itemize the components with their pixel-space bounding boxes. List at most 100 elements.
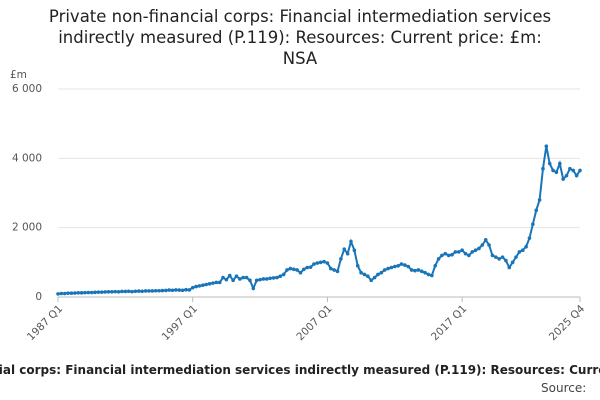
data-point — [204, 282, 208, 287]
data-point — [214, 280, 219, 285]
data-point — [187, 288, 192, 292]
data-point — [534, 208, 539, 213]
data-point — [170, 288, 175, 293]
data-point — [517, 250, 522, 254]
data-point — [473, 248, 478, 252]
data-point — [308, 265, 313, 269]
data-point — [463, 251, 468, 256]
data-point — [561, 177, 565, 181]
data-point — [103, 290, 107, 294]
data-point — [66, 291, 70, 295]
data-point — [291, 267, 296, 272]
data-point — [305, 265, 310, 270]
data-point — [328, 266, 333, 271]
data-point — [568, 166, 572, 171]
data-point — [514, 255, 518, 259]
y-unit: £m — [10, 69, 27, 81]
data-point — [541, 166, 545, 171]
data-point — [446, 253, 451, 258]
data-point — [106, 290, 111, 294]
data-point — [123, 289, 128, 294]
data-point — [571, 168, 576, 173]
data-point — [524, 244, 528, 249]
data-point — [477, 246, 481, 251]
data-point — [275, 275, 279, 280]
data-point — [113, 289, 118, 294]
data-point — [554, 170, 559, 174]
data-point — [564, 173, 569, 178]
data-point — [547, 161, 552, 166]
data-point — [386, 266, 390, 271]
data-point — [261, 277, 266, 281]
data-point — [359, 270, 363, 275]
y-tick-label: 2 000 — [12, 222, 42, 234]
data-point — [110, 290, 114, 294]
data-point — [160, 288, 165, 293]
data-point — [430, 273, 434, 278]
data-point — [83, 290, 87, 295]
chart-title: Private non-financial corps: Financial i… — [49, 7, 551, 26]
data-point — [174, 288, 178, 292]
data-point — [73, 291, 77, 295]
data-point — [180, 288, 185, 293]
data-point — [62, 291, 67, 296]
data-point — [217, 280, 222, 285]
data-point — [150, 289, 155, 293]
data-point — [89, 290, 94, 295]
data-point — [140, 289, 144, 294]
data-point — [413, 268, 417, 273]
data-point — [366, 274, 370, 279]
data-point — [130, 289, 134, 294]
data-point — [234, 274, 239, 279]
data-point — [487, 243, 491, 247]
data-point — [302, 267, 306, 272]
data-point — [426, 272, 431, 277]
data-point — [578, 168, 582, 173]
data-point — [409, 268, 414, 272]
data-point — [96, 290, 101, 294]
data-point — [470, 250, 475, 254]
x-tick-label: 2025 Q4 — [547, 303, 588, 344]
data-point — [362, 272, 367, 277]
data-point — [392, 264, 397, 269]
data-point — [298, 270, 303, 275]
data-point — [544, 144, 549, 148]
data-point — [396, 264, 400, 268]
data-point — [238, 277, 242, 281]
data-point — [137, 289, 141, 293]
data-point — [504, 258, 508, 263]
data-point — [312, 262, 316, 266]
data-point — [460, 248, 464, 252]
data-point — [278, 274, 283, 279]
data-point — [126, 289, 131, 294]
data-point — [153, 288, 158, 293]
data-point — [345, 251, 350, 256]
data-line — [57, 146, 581, 295]
data-point — [551, 168, 555, 173]
x-tick-label: 1997 Q1 — [160, 303, 200, 343]
data-point — [295, 268, 299, 272]
data-point — [99, 290, 104, 294]
data-point — [403, 263, 407, 267]
data-point — [224, 277, 229, 282]
data-point — [281, 272, 286, 277]
chart-title: indirectly measured (P.119): Resources: … — [58, 28, 542, 47]
data-point — [483, 238, 488, 242]
data-point — [527, 236, 532, 240]
data-point — [184, 287, 188, 292]
data-point — [480, 243, 485, 247]
data-point — [285, 268, 289, 272]
data-point — [507, 265, 512, 270]
data-point — [143, 289, 148, 293]
data-point — [59, 291, 64, 296]
data-point — [433, 264, 437, 268]
data-point — [120, 289, 124, 294]
data-point — [147, 289, 151, 293]
data-point — [258, 277, 262, 282]
data-point — [537, 198, 542, 202]
data-point — [221, 275, 225, 280]
data-point — [315, 261, 320, 265]
data-point — [288, 266, 293, 271]
data-point — [86, 290, 91, 295]
